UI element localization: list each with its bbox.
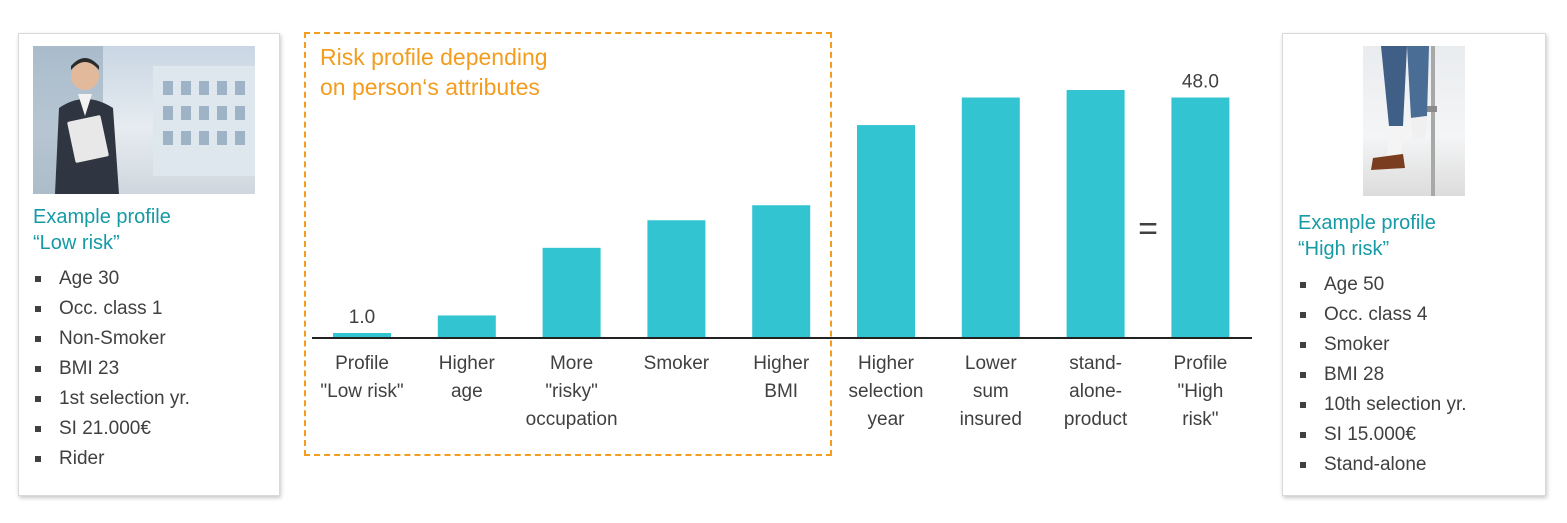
equals-sign: = (1138, 210, 1158, 248)
category-label-3: Smoker (644, 353, 710, 374)
bar-3 (647, 220, 706, 338)
bar-4 (752, 205, 811, 338)
profile-title-line1: Example profile (1298, 212, 1436, 234)
low-risk-profile-title: Example profile “Low risk” (33, 204, 171, 256)
category-label-2: More "risky" occupation (526, 353, 618, 430)
bar-7 (1066, 90, 1125, 338)
profile-title-line2: “Low risk” (33, 232, 120, 254)
low-risk-profile-card: Example profile “Low risk” Age 30 Occ. c… (18, 33, 280, 496)
category-label-0: Profile "Low risk" (320, 353, 403, 402)
list-item: Occ. class 4 (1298, 300, 1467, 330)
attributes-highlight-box (304, 32, 832, 456)
list-item: Age 30 (33, 264, 190, 294)
bar-1 (437, 315, 496, 338)
category-label-5: Higher selection year (849, 353, 924, 430)
bar-6 (961, 97, 1020, 338)
list-item: Smoker (1298, 330, 1467, 360)
category-label-6: Lower sum insured (960, 353, 1022, 430)
highlight-label-line2: on person‘s attributes (320, 74, 540, 100)
data-label-group: 1.0 48.0 (349, 72, 1219, 328)
list-item: Occ. class 1 (33, 294, 190, 324)
high-risk-attribute-list: Age 50 Occ. class 4 Smoker BMI 28 10th s… (1298, 270, 1467, 480)
list-item: Rider (33, 444, 190, 474)
list-item: SI 21.000€ (33, 414, 190, 444)
profile-title-line2: “High risk” (1298, 238, 1390, 260)
injured-leg-crutch-photo-icon (1363, 46, 1465, 196)
list-item: Age 50 (1298, 270, 1467, 300)
list-item: 1st selection yr. (33, 384, 190, 414)
attributes-highlight-label: Risk profile depending on person‘s attri… (320, 42, 640, 102)
category-label-7: stand-alone-product (1064, 353, 1128, 430)
profile-title-line1: Example profile (33, 206, 171, 228)
data-label-0: 1.0 (349, 307, 375, 328)
list-item: BMI 23 (33, 354, 190, 384)
highlight-label-line1: Risk profile depending (320, 44, 548, 70)
low-risk-attribute-list: Age 30 Occ. class 1 Non-Smoker BMI 23 1s… (33, 264, 190, 474)
businesswoman-photo-icon (33, 46, 255, 194)
bar-group (333, 90, 1230, 338)
list-item: BMI 28 (1298, 360, 1467, 390)
bar-2 (542, 247, 601, 338)
category-label-4: Higher BMI (753, 353, 810, 402)
high-risk-profile-card: Example profile “High risk” Age 50 Occ. … (1282, 33, 1546, 496)
list-item: Non-Smoker (33, 324, 190, 354)
bar-8 (1171, 97, 1230, 338)
category-label-group: Profile "Low risk" Higher age More "risky" occ… (320, 353, 1227, 430)
list-item: SI 15.000€ (1298, 420, 1467, 450)
bar-0 (333, 332, 391, 338)
bar-5 (857, 125, 915, 338)
data-label-8: 48.0 (1182, 72, 1219, 93)
high-risk-profile-title: Example profile “High risk” (1298, 210, 1436, 262)
category-label-8: Profile "High risk" (1173, 353, 1227, 430)
list-item: 10th selection yr. (1298, 390, 1467, 420)
list-item: Stand-alone (1298, 450, 1467, 480)
category-label-1: Higher age (439, 353, 496, 402)
